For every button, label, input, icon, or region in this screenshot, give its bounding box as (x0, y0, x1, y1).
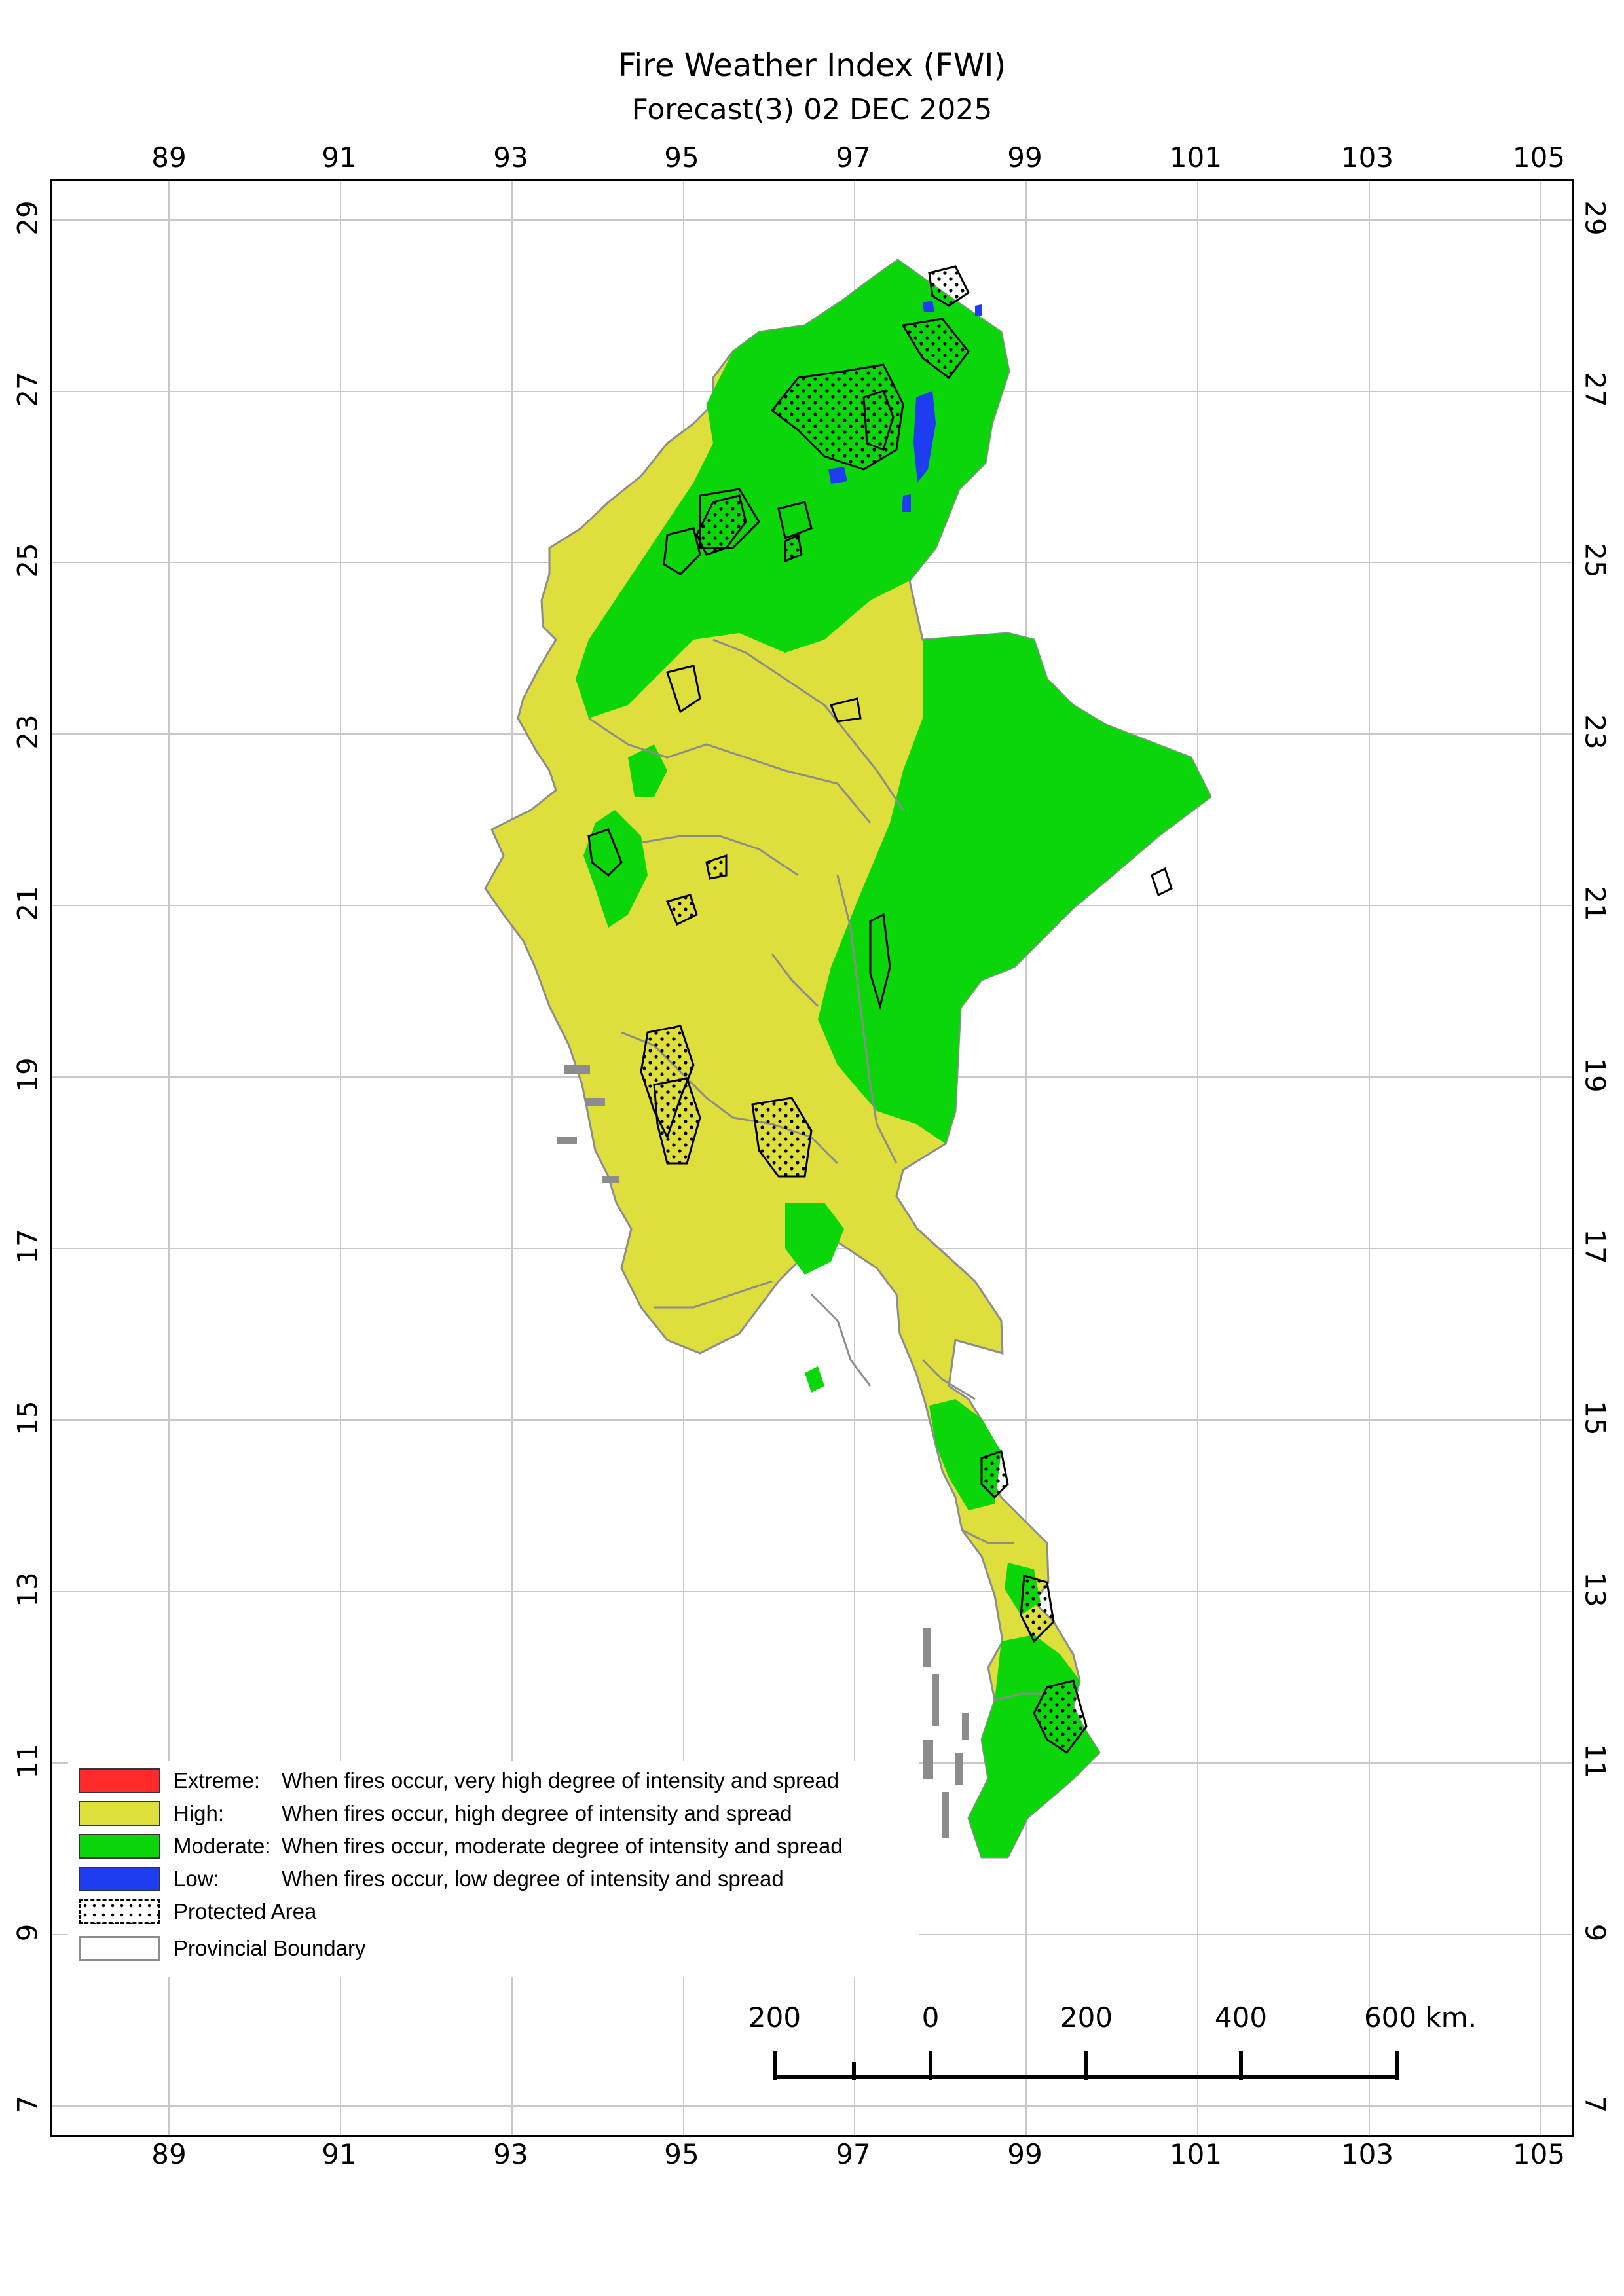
legend-row-moderate: Moderate: When fires occur, moderate deg… (79, 1833, 843, 1859)
lat-tick: 23 (11, 714, 44, 750)
legend: Extreme: When fires occur, very high deg… (68, 1761, 919, 1977)
extreme-swatch (79, 1768, 160, 1793)
lat-tick: 25 (11, 543, 44, 578)
scale-bar (773, 2051, 1399, 2080)
lat-tick: 11 (11, 1743, 44, 1779)
lon-tick: 97 (836, 2138, 871, 2170)
legend-description: When fires occur, high degree of intensi… (282, 1801, 792, 1825)
lat-tick: 11 (1579, 1743, 1612, 1779)
legend-label: High: (174, 1801, 225, 1825)
legend-label: Low: (174, 1867, 219, 1891)
lon-tick: 101 (1169, 2138, 1223, 2170)
legend-description: When fires occur, low degree of intensit… (282, 1867, 784, 1891)
lon-tick: 105 (1512, 141, 1566, 173)
lon-tick: 93 (493, 141, 528, 173)
legend-row-low: Low: When fires occur, low degree of int… (79, 1866, 784, 1892)
protected-areas (640, 265, 1088, 1755)
coastal-islands (557, 1065, 969, 1838)
lat-tick: 19 (1579, 1057, 1612, 1093)
lon-tick: 89 (151, 141, 187, 173)
moderate-zones (576, 260, 1211, 1857)
lat-tick: 9 (1579, 1923, 1612, 1942)
scale-label: 600 km. (1363, 2001, 1477, 2033)
lat-tick: 27 (1579, 372, 1612, 407)
lat-tick: 23 (1579, 714, 1612, 750)
lat-tick: 15 (11, 1400, 44, 1436)
lat-tick: 27 (11, 372, 44, 407)
map-title: Fire Weather Index (FWI) (618, 47, 1006, 84)
legend-row-provincial: Provincial Boundary (79, 1935, 366, 1961)
legend-label: Provincial Boundary (174, 1936, 366, 1960)
map-subtitle: Forecast(3) 02 DEC 2025 (631, 93, 993, 126)
lon-tick: 89 (151, 2138, 187, 2170)
scale-label: 200 (1060, 2001, 1113, 2033)
lat-tick: 19 (11, 1057, 44, 1093)
legend-row-protected: Protected Area (79, 1899, 316, 1925)
lat-tick: 17 (11, 1229, 44, 1264)
lat-tick: 9 (11, 1923, 44, 1942)
lat-tick: 15 (1579, 1400, 1612, 1436)
legend-description: When fires occur, very high degree of in… (282, 1768, 840, 1793)
legend-row-high: High: When fires occur, high degree of i… (79, 1800, 792, 1827)
lat-tick: 13 (11, 1572, 44, 1607)
lon-tick: 101 (1169, 141, 1223, 173)
legend-label: Extreme: (174, 1768, 261, 1793)
lon-tick: 91 (322, 141, 357, 173)
protected-area-swatch (79, 1899, 160, 1924)
low-zones (828, 301, 982, 512)
lat-tick: 29 (11, 200, 44, 236)
legend-description: When fires occur, moderate degree of int… (282, 1834, 843, 1858)
lon-tick: 99 (1007, 2138, 1043, 2170)
lon-tick: 95 (664, 2138, 699, 2170)
legend-label: Protected Area (174, 1899, 317, 1923)
high-swatch (79, 1801, 160, 1826)
legend-row-extreme: Extreme: When fires occur, very high deg… (79, 1768, 839, 1794)
lat-tick: 29 (1579, 200, 1612, 236)
legend-label: Moderate: (174, 1834, 271, 1858)
lon-tick: 103 (1340, 2138, 1394, 2170)
lat-tick: 7 (1579, 2095, 1612, 2113)
lon-tick: 99 (1007, 141, 1043, 173)
provincial-boundary-swatch (79, 1936, 160, 1961)
map-canvas (52, 181, 1572, 2135)
lat-tick: 25 (1579, 543, 1612, 578)
lat-tick: 13 (1579, 1572, 1612, 1607)
lon-tick: 95 (664, 141, 699, 173)
low-swatch (79, 1867, 160, 1891)
scale-label: 200 (748, 2001, 802, 2033)
lat-tick: 7 (11, 2095, 44, 2113)
lat-tick: 21 (11, 886, 44, 921)
protected-area-outlines (587, 488, 1173, 1010)
lon-tick: 103 (1340, 141, 1394, 173)
lat-tick: 17 (1579, 1229, 1612, 1264)
lon-tick: 97 (836, 141, 871, 173)
lon-tick: 93 (493, 2138, 528, 2170)
lon-tick: 91 (322, 2138, 357, 2170)
moderate-swatch (79, 1834, 160, 1859)
scale-label: 0 (921, 2001, 940, 2033)
lat-tick: 21 (1579, 886, 1612, 921)
scale-label: 400 (1214, 2001, 1268, 2033)
lon-tick: 105 (1512, 2138, 1566, 2170)
